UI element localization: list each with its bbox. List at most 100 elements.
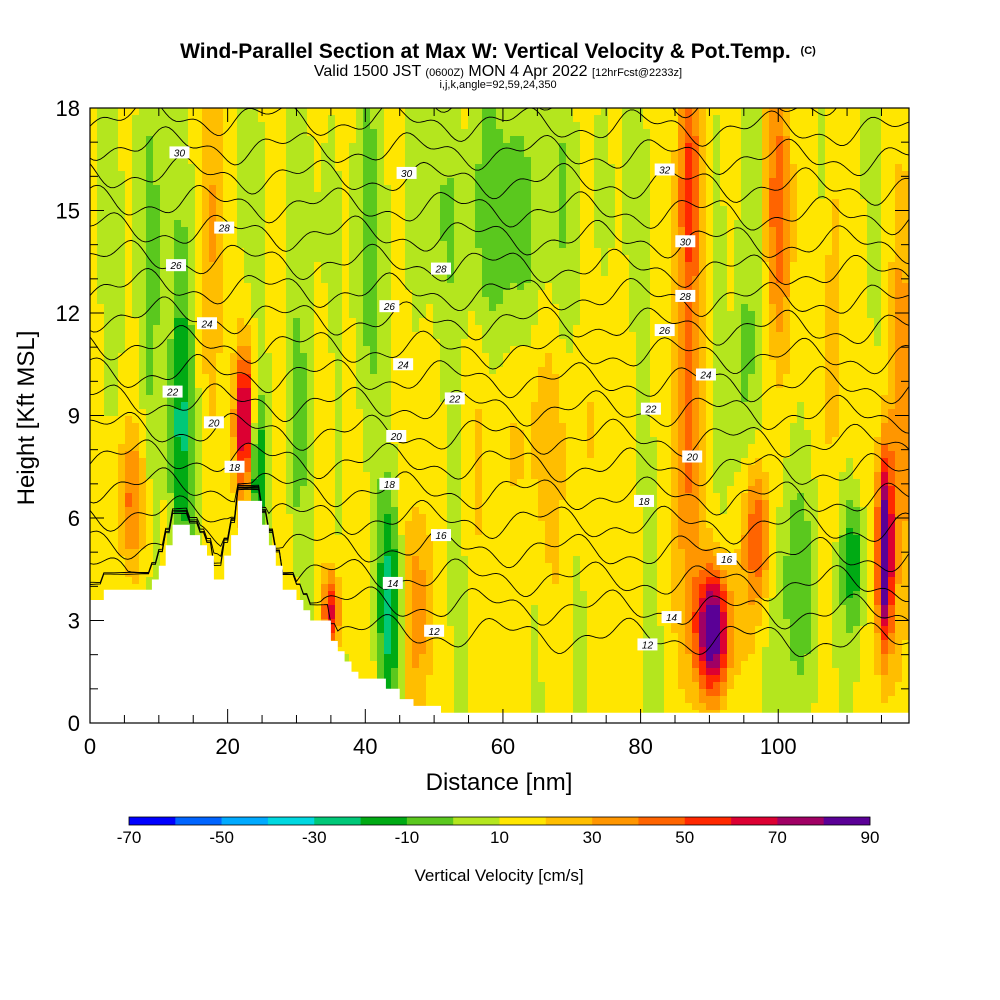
velocity-cell [174, 325, 182, 333]
velocity-cell [587, 248, 595, 256]
velocity-cell [482, 339, 490, 347]
velocity-cell [741, 164, 749, 172]
velocity-cell [342, 136, 350, 144]
velocity-cell [839, 171, 847, 179]
velocity-cell [489, 157, 497, 165]
velocity-cell [363, 234, 371, 242]
velocity-cell [818, 143, 826, 151]
velocity-cell [216, 185, 224, 193]
velocity-cell [713, 290, 721, 298]
velocity-cell [811, 283, 819, 291]
velocity-cell [699, 283, 707, 291]
velocity-cell [727, 374, 735, 382]
velocity-cell [888, 115, 896, 123]
velocity-cell [881, 290, 889, 298]
velocity-cell [678, 227, 686, 235]
velocity-cell [769, 122, 777, 130]
velocity-cell [181, 108, 189, 116]
velocity-cell [223, 248, 231, 256]
velocity-cell [244, 220, 252, 228]
velocity-cell [349, 283, 357, 291]
velocity-cell [265, 395, 273, 403]
velocity-cell [643, 248, 651, 256]
velocity-cell [398, 388, 406, 396]
velocity-cell [251, 171, 259, 179]
velocity-cell [559, 339, 567, 347]
velocity-cell [265, 360, 273, 368]
velocity-cell [643, 227, 651, 235]
velocity-cell [846, 192, 854, 200]
velocity-cell [237, 325, 245, 333]
velocity-cell [251, 367, 259, 375]
velocity-cell [132, 185, 140, 193]
velocity-cell [860, 290, 868, 298]
velocity-cell [573, 283, 581, 291]
velocity-cell [363, 115, 371, 123]
velocity-cell [181, 297, 189, 305]
velocity-cell [342, 150, 350, 158]
velocity-cell [650, 297, 658, 305]
velocity-cell [370, 178, 378, 186]
velocity-cell [692, 241, 700, 249]
velocity-cell [167, 129, 175, 137]
velocity-cell [818, 297, 826, 305]
velocity-cell [783, 122, 791, 130]
velocity-cell [615, 108, 623, 116]
velocity-cell [307, 269, 315, 277]
velocity-cell [720, 360, 728, 368]
velocity-cell [223, 122, 231, 130]
velocity-cell [629, 157, 637, 165]
velocity-cell [839, 143, 847, 151]
velocity-cell [398, 115, 406, 123]
velocity-cell [587, 374, 595, 382]
velocity-cell [202, 199, 210, 207]
velocity-cell [881, 136, 889, 144]
velocity-cell [468, 122, 476, 130]
velocity-cell [503, 199, 511, 207]
velocity-cell [643, 241, 651, 249]
velocity-cell [727, 367, 735, 375]
velocity-cell [755, 381, 763, 389]
velocity-cell [734, 178, 742, 186]
velocity-cell [503, 269, 511, 277]
velocity-cell [874, 206, 882, 214]
velocity-cell [440, 178, 448, 186]
velocity-cell [426, 199, 434, 207]
velocity-cell [510, 171, 518, 179]
velocity-cell [622, 171, 630, 179]
velocity-cell [643, 157, 651, 165]
velocity-cell [272, 248, 280, 256]
velocity-cell [384, 332, 392, 340]
velocity-cell [566, 304, 574, 312]
velocity-cell [188, 311, 196, 319]
velocity-cell [895, 213, 903, 221]
velocity-cell [391, 143, 399, 151]
velocity-cell [412, 367, 420, 375]
velocity-cell [524, 311, 532, 319]
velocity-cell [139, 129, 147, 137]
velocity-cell [216, 395, 224, 403]
velocity-cell [237, 346, 245, 354]
velocity-cell [363, 374, 371, 382]
velocity-cell [566, 164, 574, 172]
velocity-cell [895, 241, 903, 249]
velocity-cell [643, 367, 651, 375]
velocity-cell [657, 150, 665, 158]
velocity-cell [566, 241, 574, 249]
velocity-cell [650, 136, 658, 144]
velocity-cell [342, 297, 350, 305]
velocity-cell [790, 332, 798, 340]
velocity-cell [384, 136, 392, 144]
velocity-cell [272, 115, 280, 123]
velocity-cell [720, 325, 728, 333]
velocity-cell [209, 339, 217, 347]
velocity-cell [181, 311, 189, 319]
velocity-cell [482, 290, 490, 298]
velocity-cell [412, 402, 420, 410]
velocity-cell [489, 227, 497, 235]
velocity-cell [629, 381, 637, 389]
velocity-cell [671, 129, 679, 137]
velocity-cell [846, 164, 854, 172]
velocity-cell [692, 381, 700, 389]
velocity-cell [811, 178, 819, 186]
